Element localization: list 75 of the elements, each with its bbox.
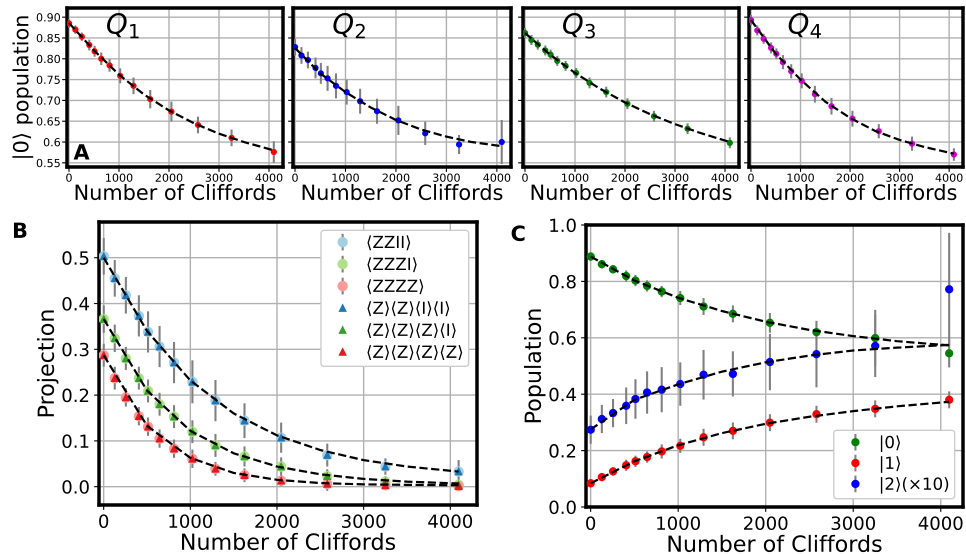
x-tick-label: 3000	[433, 173, 460, 182]
y-axis-title: Projection	[36, 310, 58, 416]
x-tick-label: 1000	[106, 173, 132, 182]
y-tick-label: 1.0	[550, 218, 576, 232]
chart-title: Q$_{3}$	[563, 13, 595, 38]
x-tick-label: 1000	[788, 173, 814, 182]
x-tick-label: 0	[99, 514, 108, 528]
x-tick-label: 3000	[342, 514, 386, 528]
y-tick-label: 0.3	[62, 342, 89, 356]
legend-label: ⟨Z⟩⟨Z⟩⟨I⟩⟨I⟩	[367, 301, 450, 316]
x-tick-label: 3000	[832, 516, 876, 530]
x-tick-label: 1000	[657, 516, 700, 530]
x-tick-label: 4000	[255, 173, 282, 182]
y-tick-label: 0.4	[62, 296, 89, 311]
text: B	[14, 222, 26, 238]
x-axis-title: Number of Cliffords	[668, 534, 882, 552]
legend-label: ⟨ZZZZ⟩	[367, 279, 424, 294]
x-tick-label: 0	[586, 516, 596, 530]
legend-label: ⟨Z⟩⟨Z⟩⟨Z⟩⟨I⟩	[367, 323, 456, 338]
x-tick-label: 2000	[156, 173, 182, 182]
y-axis-title: |0⟩ population	[12, 16, 34, 158]
x-tick-label: 2000	[255, 514, 299, 528]
x-tick-label: 3000	[886, 173, 913, 182]
x-tick-label: 4000	[428, 514, 472, 528]
x-axis-title: Number of Cliffords	[532, 184, 732, 200]
y-tick-label: 0.6	[549, 331, 576, 345]
legend-label: ⟨ZZII⟩	[367, 235, 410, 250]
y-tick-label: 0.5	[62, 251, 88, 265]
y-axis-title: Population	[524, 310, 546, 422]
y-tick-label: 0.0	[62, 480, 89, 494]
x-tick-label: 2000	[612, 173, 638, 182]
legend-label: ⟨ZZZI⟩	[367, 257, 417, 272]
x-tick-label: 0	[66, 173, 72, 182]
legend-label: ⟨Z⟩⟨Z⟩⟨Z⟩⟨Z⟩	[367, 345, 462, 360]
y-tick-label: 0.2	[549, 444, 576, 458]
x-axis-title: Number of Cliffords	[302, 184, 502, 200]
y-tick-label: 0.90	[36, 13, 60, 22]
chart-title: Q$_{4}$	[788, 13, 821, 38]
chart-title: Q$_{2}$	[333, 13, 365, 38]
annotation: A	[74, 144, 90, 160]
legend-label: |0⟩	[880, 435, 900, 452]
x-tick-label: 2000	[382, 173, 410, 182]
x-tick-label: 3000	[206, 173, 232, 182]
x-tick-label: 4000	[711, 173, 738, 182]
y-tick-label: 0.4	[549, 388, 576, 402]
y-tick-label: 0.55	[36, 158, 60, 168]
y-tick-label: 0.65	[36, 117, 60, 126]
x-tick-label: 4000	[483, 173, 510, 182]
y-tick-label: 0.70	[36, 96, 60, 105]
x-tick-label: 4000	[936, 173, 963, 182]
y-tick-label: 0.1	[62, 434, 88, 448]
x-tick-label: 1000	[169, 514, 212, 528]
y-tick-label: 0.75	[36, 76, 60, 84]
x-tick-label: 2000	[836, 173, 864, 182]
y-tick-label: 0.85	[36, 34, 60, 42]
y-tick-label: 0.0	[549, 500, 576, 514]
legend-label: |2⟩(×10)	[880, 477, 948, 494]
x-tick-label: 0	[292, 173, 298, 182]
x-axis-title: Number of Cliffords	[756, 184, 956, 200]
y-tick-label: 0.8	[549, 274, 576, 289]
x-axis-title: Number of Cliffords	[182, 532, 396, 550]
x-tick-label: 0	[522, 173, 528, 182]
x-tick-label: 1000	[562, 173, 588, 182]
x-tick-label: 2000	[744, 516, 788, 530]
x-axis-title: Number of Cliffords	[76, 184, 276, 200]
y-tick-label: 0.80	[36, 54, 60, 64]
x-tick-label: 0	[748, 173, 754, 182]
text: C	[512, 225, 525, 242]
x-tick-label: 1000	[332, 173, 359, 182]
x-tick-label: 3000	[662, 173, 688, 182]
x-tick-label: 4000	[918, 516, 963, 530]
y-tick-label: 0.6	[44, 138, 60, 146]
y-tick-label: 0.2	[62, 388, 88, 402]
chart-title: Q$_{1}$	[107, 13, 139, 38]
legend-label: |1⟩	[880, 456, 900, 473]
